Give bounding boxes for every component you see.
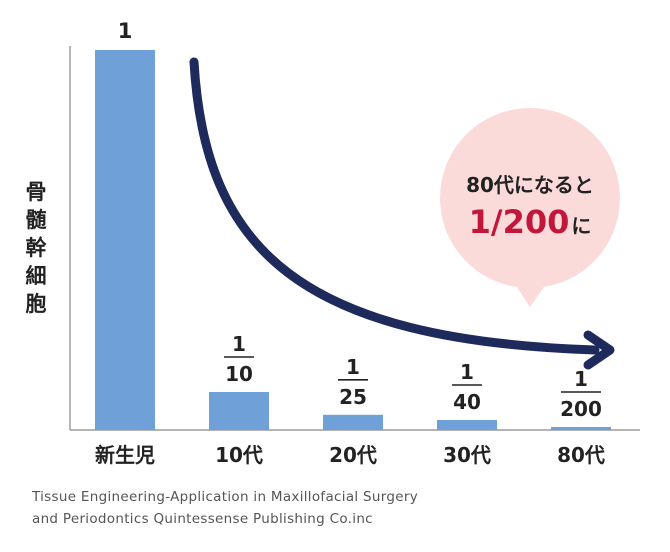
x-tick-label-2: 20代: [329, 443, 377, 467]
bar-fraction-3: 140: [452, 360, 482, 414]
bar-1: [209, 392, 269, 430]
bar-fraction-1: 110: [224, 332, 254, 386]
fraction-numerator-1: 1: [232, 332, 246, 356]
y-axis-label: 骨髄幹細胞: [25, 180, 47, 316]
annotation-suffix: に: [571, 214, 591, 238]
fraction-denominator-4: 200: [560, 397, 602, 421]
x-tick-label-3: 30代: [443, 443, 491, 467]
annotation-line-1: 80代になると: [466, 173, 594, 197]
x-tick-label-0: 新生児: [95, 443, 155, 467]
annotation-bubble: 80代になると 1/200 に: [440, 108, 620, 307]
bar-2: [323, 414, 383, 430]
fraction-numerator-4: 1: [574, 367, 588, 391]
fraction-denominator-1: 10: [225, 362, 253, 386]
source-citation: Tissue Engineering-Application in Maxill…: [32, 486, 652, 530]
decline-arrow-head: [583, 330, 615, 370]
bar-4: [551, 427, 611, 430]
decline-arrow-curve: [189, 57, 600, 355]
bar-fraction-2: 125: [338, 355, 368, 409]
bar-label-0: 1: [118, 19, 133, 43]
source-line-2: and Periodontics Quintessense Publishing…: [32, 511, 373, 527]
fraction-numerator-2: 1: [346, 355, 360, 379]
bubble-tail: [515, 284, 546, 307]
annotation-line-2: 1/200 に: [469, 203, 592, 241]
annotation-emphasis: 1/200: [469, 203, 570, 241]
bubble-circle: [440, 108, 620, 288]
bar-0: [95, 50, 155, 430]
fraction-denominator-3: 40: [453, 390, 481, 414]
bar-3: [437, 420, 497, 430]
fraction-denominator-2: 25: [339, 385, 367, 409]
source-line-1: Tissue Engineering-Application in Maxill…: [32, 489, 418, 505]
x-tick-label-1: 10代: [215, 443, 263, 467]
fraction-numerator-3: 1: [460, 360, 474, 384]
x-tick-label-4: 80代: [557, 443, 605, 467]
